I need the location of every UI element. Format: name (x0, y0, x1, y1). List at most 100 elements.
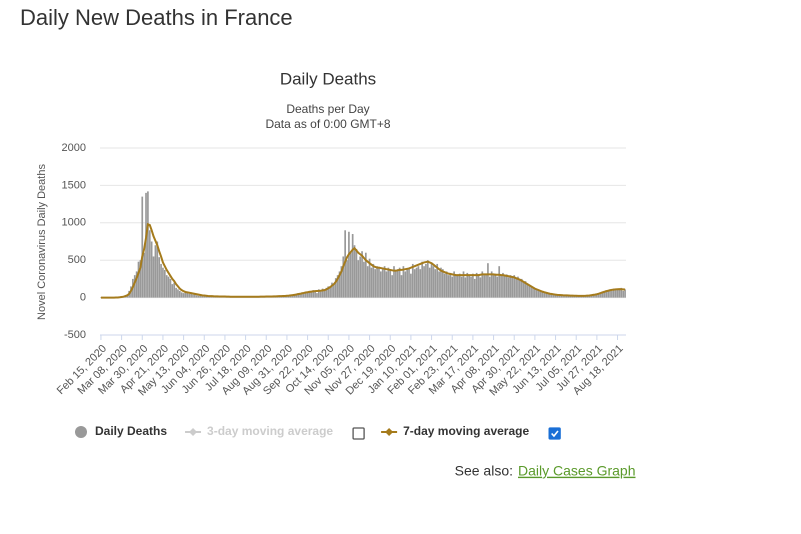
see-also-link[interactable]: Daily Cases Graph (518, 463, 636, 479)
bar (366, 266, 369, 298)
bar (147, 191, 149, 298)
bar (376, 266, 378, 298)
bar (186, 293, 189, 298)
bar (470, 276, 472, 298)
bar (385, 271, 388, 298)
bar (351, 234, 354, 298)
bar (620, 287, 623, 298)
bar (618, 289, 621, 298)
bar (357, 260, 360, 298)
bar (468, 275, 470, 298)
bar (145, 192, 147, 298)
checkbox-check (551, 430, 559, 438)
bar (614, 290, 617, 298)
bar (494, 273, 497, 298)
chart-subtitle: Data as of 0:00 GMT+8 (265, 117, 390, 131)
bar (308, 290, 311, 298)
legend-marker (189, 428, 198, 436)
bar (611, 290, 613, 298)
bar (624, 289, 626, 298)
bar (325, 287, 328, 298)
bar (381, 269, 384, 298)
bar (197, 295, 200, 298)
bar (569, 295, 572, 298)
y-tick-label: 2000 (62, 142, 86, 154)
bar (169, 278, 172, 298)
bar (522, 282, 525, 298)
bar (594, 294, 596, 298)
bar (338, 271, 341, 298)
bar (402, 266, 405, 298)
bar (353, 245, 356, 298)
bar (477, 275, 480, 298)
bar (421, 261, 424, 298)
bar (432, 266, 435, 298)
bar (462, 271, 465, 298)
bar (485, 273, 487, 298)
bar (502, 272, 504, 298)
bar (511, 276, 514, 298)
bar (597, 293, 600, 298)
bar (419, 269, 422, 298)
bar (393, 266, 395, 298)
bar (550, 293, 553, 298)
bar (438, 271, 440, 298)
bar (404, 271, 407, 298)
y-tick-label: 0 (80, 292, 86, 304)
y-tick-label: 500 (68, 254, 86, 266)
bar (434, 269, 437, 298)
bar (513, 275, 516, 298)
bar (133, 275, 136, 298)
bar (135, 271, 138, 298)
bar (396, 269, 399, 298)
bar (141, 196, 144, 298)
bar (588, 295, 591, 298)
bar (391, 275, 393, 298)
bar (364, 252, 367, 298)
bar (541, 291, 544, 298)
bar (515, 278, 517, 298)
bar (473, 278, 476, 298)
bar (370, 267, 373, 298)
bar (387, 267, 390, 298)
bar (430, 262, 433, 298)
bar (184, 291, 187, 298)
bar (291, 295, 294, 298)
legend-label: 3-day moving average (207, 424, 333, 438)
bar (607, 290, 609, 298)
bar (331, 282, 333, 298)
bar (556, 294, 559, 298)
bar (590, 294, 593, 298)
checkbox-box (352, 427, 365, 440)
bar (301, 292, 303, 298)
bar (413, 269, 416, 298)
bar (622, 290, 625, 298)
bar (534, 288, 536, 298)
bar (532, 287, 534, 298)
bar (319, 291, 322, 298)
chart-title: Daily Deaths (280, 69, 376, 88)
bar (383, 266, 386, 298)
bar (178, 290, 181, 298)
bar (496, 276, 499, 298)
bar (318, 289, 320, 298)
bar (592, 294, 594, 298)
bar (445, 271, 448, 298)
bar (451, 276, 454, 298)
bar (455, 275, 457, 298)
bar (378, 267, 380, 298)
bar (201, 296, 204, 298)
bar (528, 284, 531, 298)
bar (479, 277, 482, 298)
bar (558, 294, 561, 298)
legend-checkbox[interactable] (352, 427, 365, 440)
bar (293, 294, 296, 298)
bar (449, 272, 452, 298)
bar (519, 280, 521, 298)
bar (423, 266, 425, 298)
bar (349, 252, 352, 298)
bar (372, 263, 375, 298)
bar (348, 231, 350, 298)
legend-checkbox[interactable] (548, 427, 561, 440)
